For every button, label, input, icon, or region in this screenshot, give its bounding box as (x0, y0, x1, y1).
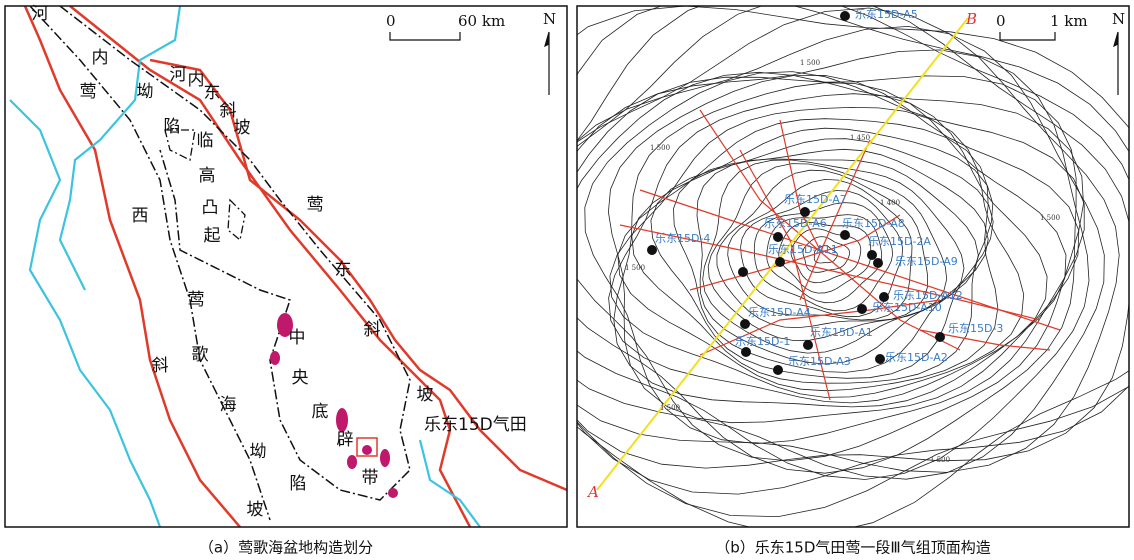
contours (501, 0, 1134, 534)
region-label: 底 (312, 402, 329, 422)
region-label: 东 (335, 260, 352, 280)
well-label: 乐东15D-A1 (810, 326, 873, 339)
region-label: 坡 (247, 500, 264, 520)
north-label: N (1112, 10, 1125, 28)
region-label: 海 (220, 395, 237, 415)
region-label: 莺 (307, 195, 324, 215)
section-start: A (586, 483, 599, 501)
well-label: 乐东15D-4 (655, 232, 710, 245)
well-label: 乐东15D-A7 (784, 193, 847, 206)
well-label: 乐东15D-A3 (788, 355, 851, 368)
scale-zero: 0 (386, 12, 396, 30)
region-label: 河 (32, 4, 49, 24)
contour (502, 6, 1134, 534)
figure: 河 内 莺 坳 陷 河 内 东 斜 坡 临 高 凸 起 西 斜 坡 莺 歌 海 … (0, 0, 1134, 560)
region-label: 歌 (192, 345, 209, 365)
panel-frame (577, 6, 1129, 527)
caption: （a）莺歌海盆地构造划分 (199, 539, 373, 557)
region-label: 河 (170, 65, 187, 85)
region-label: 坳 (137, 82, 154, 102)
region-label: 坳 (250, 442, 267, 462)
boundary (70, 6, 470, 527)
region-label: 内 (188, 70, 205, 90)
section-end: B (965, 10, 977, 28)
fault-line (60, 6, 410, 500)
region-label: 莺 (188, 290, 205, 310)
well-label: 乐东15D-A8 (842, 217, 905, 230)
region-label: 斜 (152, 356, 169, 376)
contour (511, 0, 1132, 468)
river (10, 100, 160, 527)
region-label: 西 (132, 206, 149, 226)
contour-label: 1 500 (660, 404, 680, 412)
contour-label: 1 400 (880, 199, 900, 207)
well-label: 乐东15D-A9 (895, 255, 958, 268)
contour-label: 1 500 (1040, 214, 1060, 222)
contour-label: 1 500 (650, 144, 670, 152)
region-label: 中 (289, 328, 306, 348)
region-label: 陷 (290, 474, 307, 494)
scale-length: 60 km (458, 12, 505, 30)
region-label: 辟 (337, 430, 354, 450)
region-label: 坡 (417, 385, 434, 405)
panel-b (501, 0, 1134, 534)
scale-zero: 0 (996, 12, 1006, 30)
well-label: 乐东15D-A2 (885, 351, 948, 364)
contour (521, 8, 1119, 472)
contour (608, 75, 1078, 422)
well-label: 乐东15D-A10 (872, 301, 942, 314)
well-label: 乐东15D-A11 (768, 243, 838, 256)
region-label: 带 (362, 468, 379, 488)
region-label: 央 (292, 368, 309, 388)
contour-label: 1 500 (625, 264, 645, 272)
region-label: 起 (204, 226, 221, 246)
region-label: 凸 (202, 198, 219, 218)
region-label: 高 (199, 166, 216, 186)
well-label: 乐东15D-A5 (855, 8, 918, 21)
region-label: 莺 (80, 82, 97, 102)
contour-label: 1 500 (930, 456, 950, 464)
caption: （b）乐东15D气田莺一段Ⅲ气组顶面构造 (715, 539, 991, 557)
wells: 乐东15D-A5 乐东15D-A7 乐东15D-A6 乐东15D-A8 乐东15… (647, 8, 1003, 375)
well-label: 乐东15D-3 (948, 322, 1003, 335)
field-label: 乐东15D气田 (424, 415, 527, 435)
well-label: 乐东15D-A6 (764, 217, 827, 230)
contour-label: 1 450 (850, 134, 870, 142)
scale-a: 0 60 km N (386, 10, 556, 95)
scale-b: 0 1 km N (996, 10, 1125, 95)
region-label: 内 (92, 48, 109, 68)
region-label: 东 (204, 83, 221, 103)
scale-length: 1 km (1050, 12, 1088, 30)
region-label: 陷 (164, 117, 181, 137)
river (420, 440, 480, 527)
well-label: 乐东15D-1 (735, 335, 790, 348)
region-label: 临 (197, 131, 214, 151)
well-label: 乐东15D-A4 (748, 306, 811, 319)
contour-label: 1 500 (800, 59, 820, 67)
north-label: N (543, 10, 556, 28)
region-label: 斜 (364, 320, 381, 340)
well-label: 乐东15D-2A (868, 235, 931, 248)
labels-a: 河 内 莺 坳 陷 河 内 东 斜 坡 临 高 凸 起 西 斜 坡 莺 歌 海 … (32, 4, 527, 520)
region-label: 坡 (234, 118, 251, 138)
